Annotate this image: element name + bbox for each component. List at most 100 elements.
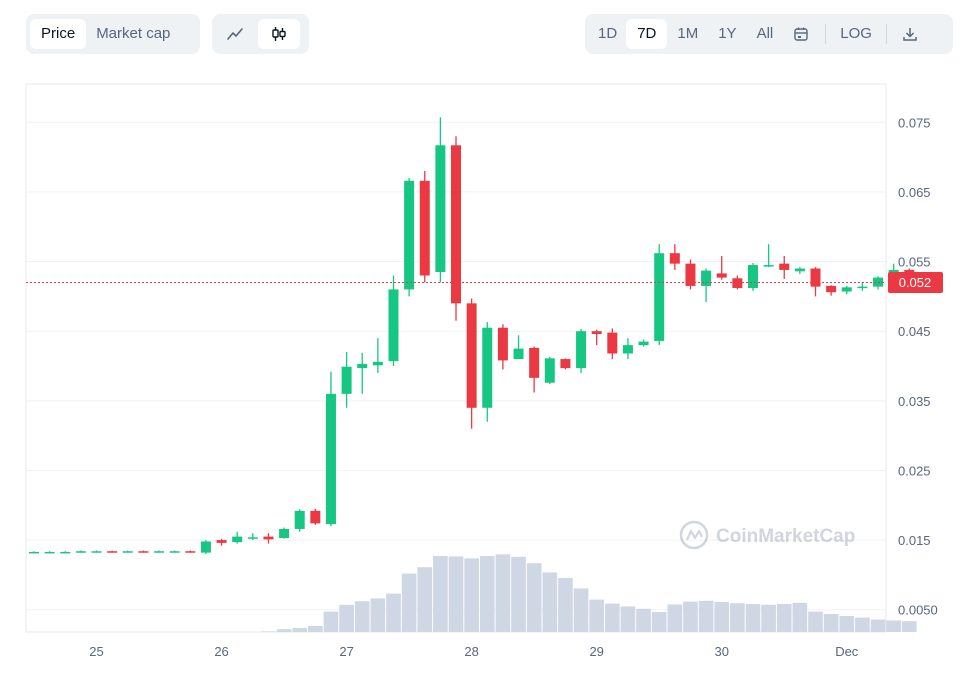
candle-down[interactable] xyxy=(466,303,477,408)
candle-up[interactable] xyxy=(622,345,633,354)
candle-down[interactable] xyxy=(419,180,430,276)
volume-bar xyxy=(292,628,308,632)
candle-down[interactable] xyxy=(310,510,321,524)
volume-bar xyxy=(448,556,464,632)
candle-up[interactable] xyxy=(763,265,774,267)
candle-down[interactable] xyxy=(826,285,837,293)
range-group: 1D 7D 1M 1Y All LOG xyxy=(585,14,953,54)
volume-bars xyxy=(261,554,917,632)
candle-down[interactable] xyxy=(497,327,508,361)
candle-down[interactable] xyxy=(451,145,462,304)
candle-up[interactable] xyxy=(747,265,758,289)
y-tick-label: 0.075 xyxy=(898,115,931,130)
calendar-icon xyxy=(794,27,808,41)
candle-up[interactable] xyxy=(388,289,399,362)
range-7d[interactable]: 7D xyxy=(626,19,668,49)
candle-up[interactable] xyxy=(544,358,555,383)
candle-down[interactable] xyxy=(591,331,602,334)
candle-up[interactable] xyxy=(701,270,712,286)
chart-type-group xyxy=(212,14,309,54)
candle-up[interactable] xyxy=(60,551,71,554)
candle-up[interactable] xyxy=(638,341,649,346)
volume-bar xyxy=(667,604,683,632)
y-tick-label: 0.055 xyxy=(898,255,931,270)
candle-down[interactable] xyxy=(716,273,727,278)
candle-up[interactable] xyxy=(794,268,805,272)
candle-up[interactable] xyxy=(200,541,211,553)
candle-down[interactable] xyxy=(529,347,540,378)
candle-down[interactable] xyxy=(779,263,790,270)
candle-up[interactable] xyxy=(841,287,852,292)
coinmarketcap-watermark: CoinMarketCap xyxy=(679,520,855,550)
candle-up[interactable] xyxy=(44,551,55,554)
calendar-button[interactable] xyxy=(783,19,819,49)
candle-up[interactable] xyxy=(482,327,493,408)
range-1y[interactable]: 1Y xyxy=(718,25,737,42)
candlestick-button[interactable] xyxy=(258,19,300,49)
candle-down[interactable] xyxy=(185,551,196,553)
x-tick-label: 30 xyxy=(714,644,728,659)
candle-up[interactable] xyxy=(654,253,665,341)
candle-down[interactable] xyxy=(607,332,618,354)
candle-down[interactable] xyxy=(810,268,821,287)
x-tick-label: 26 xyxy=(214,644,228,659)
volume-bar xyxy=(511,556,526,632)
candle-up[interactable] xyxy=(435,145,446,273)
range-1m[interactable]: 1M xyxy=(677,25,699,42)
candle-up[interactable] xyxy=(169,551,180,553)
candle-up[interactable] xyxy=(232,536,243,543)
x-axis-ticks: 25 26 27 28 29 30 Dec xyxy=(89,644,859,659)
volume-bar xyxy=(401,573,417,632)
metric-tab-group: Price Market cap xyxy=(26,14,200,54)
candle-down[interactable] xyxy=(216,540,227,543)
candle-up[interactable] xyxy=(372,361,383,366)
volume-bar xyxy=(620,606,636,632)
volume-bar xyxy=(761,604,776,632)
candle-up[interactable] xyxy=(325,393,336,525)
current-price-tag: 0.052 xyxy=(888,271,943,293)
coinmarketcap-logo-icon xyxy=(679,520,709,550)
candle-up[interactable] xyxy=(122,551,133,553)
candle-down[interactable] xyxy=(560,359,571,369)
candle-down[interactable] xyxy=(685,263,696,286)
candle-up[interactable] xyxy=(279,528,290,538)
tab-price[interactable]: Price xyxy=(30,19,87,49)
candle-up[interactable] xyxy=(247,537,258,539)
y-tick-label: 0.025 xyxy=(898,463,931,478)
candle-up[interactable] xyxy=(91,551,102,553)
volume-bar xyxy=(542,572,558,632)
download-button[interactable] xyxy=(893,19,927,49)
candle-down[interactable] xyxy=(669,253,680,264)
tab-market-cap[interactable]: Market cap xyxy=(96,25,171,42)
volume-bar xyxy=(308,626,323,632)
candle-up[interactable] xyxy=(357,363,368,369)
candle-up[interactable] xyxy=(294,510,305,529)
range-1d[interactable]: 1D xyxy=(598,25,618,42)
log-scale-button[interactable]: LOG xyxy=(840,25,872,42)
coinmarketcap-logo-mark xyxy=(685,529,703,541)
candle-down[interactable] xyxy=(263,536,274,540)
candle-up[interactable] xyxy=(404,180,415,290)
candle-up[interactable] xyxy=(857,286,868,289)
x-tick-label: 25 xyxy=(89,644,103,659)
candle-up[interactable] xyxy=(29,551,39,554)
candle-down[interactable] xyxy=(732,278,743,289)
candle-down[interactable] xyxy=(138,551,149,553)
candle-up[interactable] xyxy=(341,366,352,394)
volume-bar xyxy=(386,593,401,632)
volume-bar xyxy=(464,558,479,632)
candle-up[interactable] xyxy=(154,551,165,553)
line-chart-button[interactable] xyxy=(216,19,254,49)
x-tick-label: Dec xyxy=(835,644,859,659)
candle-down[interactable] xyxy=(107,551,118,553)
volume-bar xyxy=(636,608,651,632)
candle-up[interactable] xyxy=(75,551,86,553)
candle-up[interactable] xyxy=(513,348,524,360)
volume-bar xyxy=(776,604,792,632)
volume-bar xyxy=(855,617,870,632)
volume-bar xyxy=(558,578,573,632)
volume-bar xyxy=(604,603,620,632)
candle-up[interactable] xyxy=(576,331,587,369)
range-all[interactable]: All xyxy=(756,25,774,42)
